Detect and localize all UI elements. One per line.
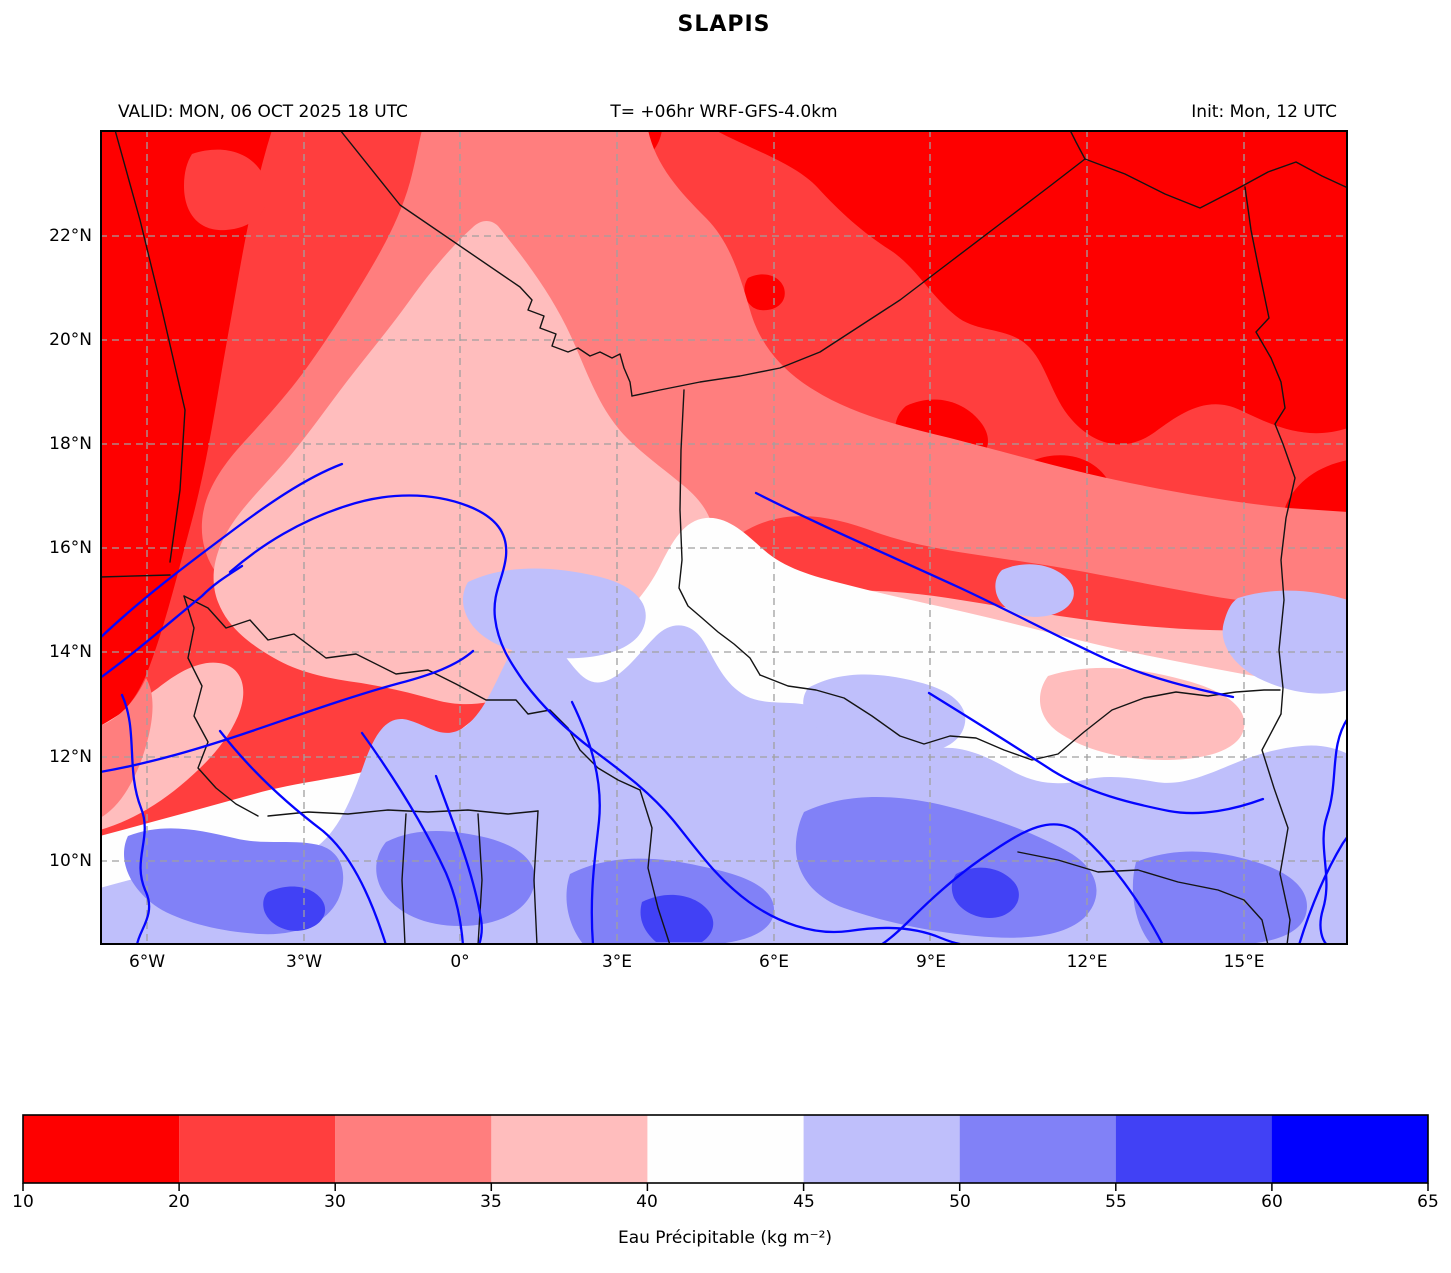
lon-tick-15e: 15°E (1223, 952, 1265, 972)
border-togo-benin (477, 813, 483, 945)
lat-tick-12n: 12°N (49, 747, 92, 767)
border-nigeria-cameroon (1017, 851, 1269, 945)
colorbar-segments (23, 1115, 1428, 1183)
page-title: SLAPIS (677, 12, 771, 37)
river-black-volta (120, 693, 151, 945)
colorbar (22, 1114, 1429, 1191)
band-55-60-core (263, 886, 326, 931)
river-senegal-branch (100, 564, 244, 680)
band-45-50-blob (995, 564, 1074, 617)
river-niger-east-valley (754, 491, 1235, 699)
rivers (100, 462, 1348, 945)
graticule-gridlines (100, 130, 1348, 945)
lon-tick-3w: 3°W (285, 952, 323, 972)
band-55-60-core (640, 894, 714, 942)
cb-tick-20: 20 (168, 1192, 190, 1212)
river-bani (100, 649, 475, 774)
band-50-55-blob (376, 831, 535, 926)
lon-tick-3e: 3°E (601, 952, 633, 972)
border-algeria-libya (1069, 130, 1086, 160)
precipitable-water-map (100, 130, 1348, 945)
cb-tick-60: 60 (1261, 1192, 1283, 1212)
map-frame (100, 130, 1348, 945)
cb-tick-55: 55 (1105, 1192, 1127, 1212)
colorbar-segment-40-45 (647, 1115, 804, 1183)
colorbar-ticks (22, 1183, 1429, 1191)
river-komadugu (927, 691, 1265, 815)
lon-tick-9e: 9°E (915, 952, 947, 972)
colorbar-segment-10-20 (23, 1115, 180, 1183)
band-45-50-blob (1222, 590, 1348, 694)
cb-tick-50: 50 (949, 1192, 971, 1212)
colorbar-axis-label: Eau Précipitable (kg m⁻²) (617, 1228, 833, 1248)
cb-tick-40: 40 (636, 1192, 658, 1212)
lat-tick-16n: 16°N (49, 538, 92, 558)
border-burkina-north (183, 595, 641, 791)
band-55-60-regions (263, 867, 1019, 942)
river-center-tributary (570, 700, 601, 945)
band-35-40-se-patch (1039, 667, 1245, 760)
border-ghana-north (267, 809, 539, 817)
colorbar-segment-60-65 (1271, 1115, 1428, 1183)
river-niger (228, 494, 973, 945)
cb-tick-65: 65 (1417, 1192, 1439, 1212)
border-niger-nigeria (759, 674, 1281, 761)
band-10-20-blob (744, 274, 785, 311)
band-45-50-blob (803, 674, 966, 755)
border-benin-nigeria (639, 789, 671, 945)
border-ghana-togo (401, 813, 407, 945)
colorbar-segment-55-60 (1115, 1115, 1272, 1183)
river-nakambe (360, 731, 465, 945)
band-50-55-blob (1132, 851, 1307, 945)
border-nigeria-chad (1261, 713, 1291, 945)
band-45-50-blob (463, 568, 646, 659)
border-algeria-niger (631, 158, 1086, 397)
river-east-edge (1319, 716, 1348, 945)
lon-tick-6e: 6°E (758, 952, 790, 972)
colorbar-segment-45-50 (803, 1115, 960, 1183)
valid-time-label: VALID: MON, 06 OCT 2025 18 UTC (118, 102, 408, 122)
band-10-20-west (100, 130, 272, 726)
river-chari (1297, 834, 1348, 945)
lon-tick-12e: 12°E (1066, 952, 1108, 972)
border-mali-algeria (339, 130, 633, 397)
colorbar-segment-20-30 (179, 1115, 336, 1183)
colorbar-segment-30-35 (335, 1115, 492, 1183)
lon-tick-0: 0° (450, 952, 470, 972)
border-mauritania-west (100, 574, 171, 578)
river-benue (879, 823, 1165, 945)
river-mouhoun (218, 729, 388, 945)
cb-tick-35: 35 (480, 1192, 502, 1212)
init-time-label: Init: Mon, 12 UTC (1191, 102, 1337, 122)
colorbar-frame (22, 1114, 1429, 1184)
border-mauritania-mali (114, 130, 186, 563)
cb-tick-10: 10 (12, 1192, 34, 1212)
lat-tick-14n: 14°N (49, 642, 92, 662)
lat-tick-22n: 22°N (49, 226, 92, 246)
forecast-hour-model-label: T= +06hr WRF-GFS-4.0km (610, 102, 838, 122)
colorbar-segment-50-55 (959, 1115, 1116, 1183)
cb-tick-45: 45 (793, 1192, 815, 1212)
colorbar-segment-35-40 (491, 1115, 648, 1183)
border-benin-west (533, 810, 539, 945)
band-10-20-northeast (715, 130, 1348, 445)
border-libya-niger-chad (1084, 158, 1348, 209)
lat-tick-20n: 20°N (49, 330, 92, 350)
river-senegal (100, 462, 344, 640)
country-borders (100, 130, 1348, 945)
band-50-55-blob (795, 796, 1097, 938)
band-55-60-core (951, 867, 1019, 918)
border-burkina-west (183, 595, 259, 817)
river-oti (434, 774, 483, 945)
border-niger-chad (1244, 186, 1296, 715)
lat-tick-10n: 10°N (49, 851, 92, 871)
lon-tick-6w: 6°W (128, 952, 166, 972)
cb-tick-30: 30 (324, 1192, 346, 1212)
band-30-35-west-strip (100, 678, 153, 818)
band-20-30-nw-pocket (184, 149, 268, 231)
border-mali-niger (678, 389, 761, 676)
lat-tick-18n: 18°N (49, 434, 92, 454)
